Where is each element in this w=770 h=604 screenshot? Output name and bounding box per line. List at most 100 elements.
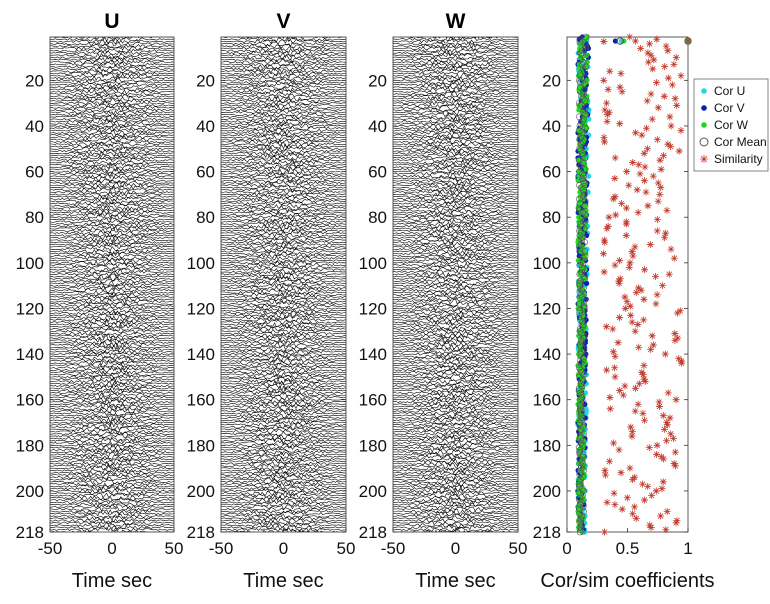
- similarity-point-160: [672, 396, 680, 404]
- similarity-point-145: [640, 361, 648, 369]
- similarity-point-187: [605, 457, 613, 465]
- panel-0-trace-120: [50, 306, 174, 311]
- panel-1-trace-200: [221, 488, 346, 494]
- panel-1-trace-10: [221, 55, 346, 60]
- cor-mean-point-132: [580, 332, 588, 340]
- panel-2-trace-158: [393, 392, 518, 399]
- panel-2-trace-207: [393, 504, 518, 510]
- panel-1-trace-17: [221, 70, 346, 77]
- panel-2-trace-168: [393, 415, 518, 421]
- panel-w: W 20 40 60 80 100 120 140 160 180 200 218-50 0 50 Time…: [359, 10, 528, 592]
- cor-mean-point-155: [575, 384, 583, 392]
- panel-0-trace-68: [50, 186, 174, 193]
- panel-1-trace-202: [221, 492, 346, 499]
- panel-2-trace-91: [393, 239, 518, 245]
- panel-1-trace-23: [221, 84, 346, 90]
- similarity-point-24: [604, 85, 612, 93]
- panel-1-trace-172: [221, 424, 346, 430]
- similarity-point-78: [634, 209, 642, 217]
- similarity-point-204: [640, 496, 648, 504]
- panel-1-traces: [221, 37, 346, 532]
- panel-1-ytick-label-0: 20: [196, 71, 215, 90]
- panel-1-trace-77: [221, 207, 346, 213]
- panel-0-ytick-label-6: 140: [16, 345, 44, 364]
- cor-mean-point-188: [579, 460, 587, 467]
- similarity-point-109: [615, 279, 623, 287]
- similarity-point-152: [641, 377, 649, 385]
- panel-2-trace-99: [393, 257, 518, 264]
- panel-0-trace-160: [50, 397, 174, 403]
- panel-0-trace-191: [50, 467, 174, 474]
- panel-v: V 20 40 60 80 100 120 140 160 180 200 218-50 0 50 Time…: [187, 10, 356, 592]
- cor-mean-point-18: [576, 72, 584, 80]
- panel-2-title: W: [446, 10, 466, 33]
- panel-0-trace-94: [50, 246, 174, 252]
- cor-mean-point-8: [577, 49, 585, 57]
- cor-mean-point-67: [577, 184, 585, 191]
- panel-1-trace-120: [221, 305, 346, 312]
- panel-0-trace-37: [50, 116, 174, 122]
- panel-0-trace-69: [50, 189, 174, 195]
- panel-2-trace-172: [393, 424, 518, 430]
- panel-0-ytick-label-9: 200: [16, 482, 44, 501]
- panel-1-trace-92: [221, 241, 346, 247]
- panel-1-trace-210: [221, 510, 346, 517]
- panel-0-trace-143: [50, 358, 174, 364]
- cor-mean-point-51: [577, 147, 585, 155]
- panel-2-trace-175: [393, 431, 518, 437]
- panel-1-trace-69: [221, 189, 346, 195]
- similarity-point-167: [659, 412, 667, 420]
- cor-mean-point-55: [575, 156, 583, 164]
- panel-2-trace-200: [393, 487, 518, 494]
- panel-1-trace-124: [221, 314, 346, 321]
- similarity-point-102: [625, 263, 633, 271]
- reference-cor-mean-0: [616, 37, 624, 45]
- similarity-point-119: [626, 302, 634, 310]
- cor-mean-point-136: [576, 341, 584, 349]
- panel-2-trace-69: [393, 189, 518, 196]
- similarity-point-211: [657, 512, 665, 520]
- panel-2-trace-94: [393, 246, 518, 253]
- panel-0-trace-95: [50, 249, 174, 254]
- panel-1-trace-204: [221, 497, 346, 503]
- panel-0-trace-174: [50, 429, 174, 435]
- panel-2-trace-4: [393, 41, 518, 47]
- similarity-point-123: [627, 311, 635, 319]
- similarity-point-154: [621, 382, 629, 390]
- similarity-point-135: [614, 339, 622, 347]
- similarity-point-85: [603, 225, 611, 233]
- panel-2-trace-118: [393, 301, 518, 307]
- panel-0-trace-47: [50, 138, 174, 145]
- panel-0-trace-5: [50, 43, 174, 49]
- panel-0-trace-30: [50, 100, 174, 106]
- similarity-point-3: [600, 38, 608, 46]
- panel-1-trace-85: [221, 225, 346, 232]
- panel-1-trace-57: [221, 162, 346, 168]
- panel-1-trace-100: [221, 260, 346, 266]
- similarity-point-6: [637, 44, 645, 52]
- similarity-point-156: [616, 387, 624, 395]
- panel-1-trace-28: [221, 95, 346, 102]
- panel-1-trace-78: [221, 210, 346, 215]
- panel-1-trace-20: [221, 78, 346, 83]
- panel-2-trace-138: [393, 347, 518, 353]
- panel-0-xtick-label-2: 50: [165, 539, 184, 558]
- similarity-point-52: [640, 149, 648, 157]
- cor-mean-point-100: [579, 259, 587, 267]
- legend-label-1: Cor V: [714, 101, 745, 115]
- panel-0-trace-158: [50, 392, 174, 398]
- panel-2-trace-58: [393, 164, 518, 169]
- panel-0-ytick-label-2: 60: [25, 163, 44, 182]
- panel-2-xtick-label-0: -50: [381, 539, 406, 558]
- cor-mean-point-208: [576, 505, 583, 513]
- panel-2-trace-125: [393, 316, 518, 324]
- panel-1-trace-143: [221, 357, 346, 364]
- panel-2-trace-180: [393, 442, 518, 449]
- similarity-point-172: [627, 423, 635, 431]
- panel-1-trace-121: [221, 308, 346, 314]
- similarity-point-60: [623, 168, 631, 176]
- panel-0-trace-2: [50, 37, 174, 43]
- panel-2-trace-215: [393, 523, 518, 528]
- cor-mean-point-14: [582, 63, 590, 70]
- panel-2-trace-204: [393, 497, 518, 503]
